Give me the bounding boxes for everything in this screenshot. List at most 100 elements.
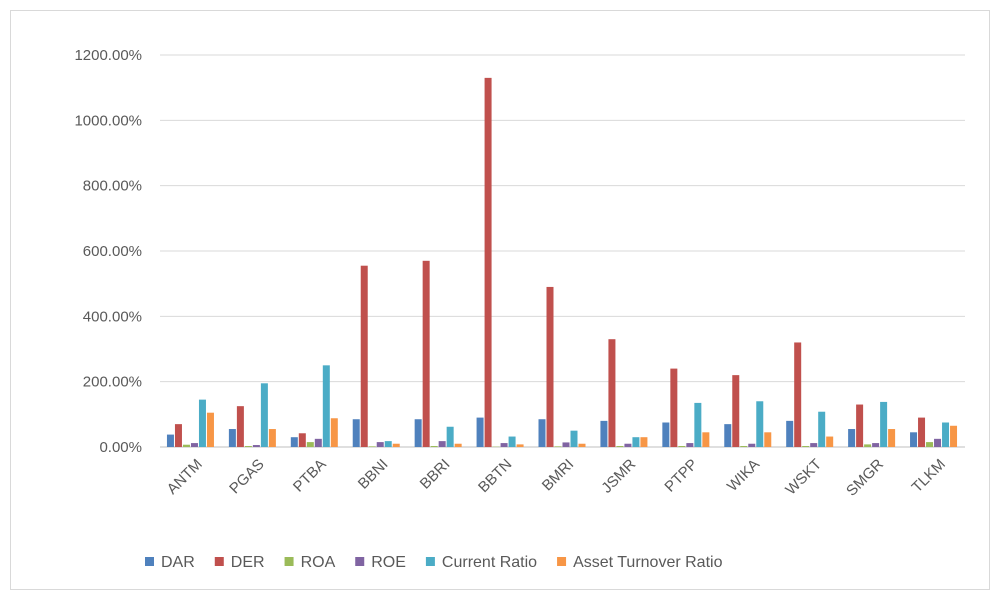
bar-roa (740, 446, 748, 447)
x-tick-label: ANTM (164, 456, 206, 498)
bar-asset-turnover-ratio (206, 412, 214, 447)
legend-item: ROE (355, 554, 406, 571)
bar-dar (414, 419, 422, 447)
bar-roa (678, 446, 686, 447)
bar-current-ratio (694, 402, 702, 447)
bar-der (670, 368, 678, 447)
bar-der (174, 424, 182, 447)
legend-label: Asset Turnover Ratio (573, 554, 723, 571)
x-axis: ANTM PGAS PTBA BBNI BBRI BBTN BMRI JSMR PTPP WIKA… (164, 456, 949, 500)
legend-label: DER (231, 554, 265, 571)
bar-roe (686, 443, 694, 447)
legend-label: DAR (161, 554, 195, 571)
bar-der (794, 342, 802, 447)
legend-swatch (284, 557, 294, 566)
bar-roe (934, 438, 942, 447)
y-axis: 0.00% 200.00% 400.00% 600.00% 800.00% 1000.00… (74, 47, 142, 456)
bar-roe (872, 443, 880, 447)
bar-roe (562, 442, 570, 447)
bar-asset-turnover-ratio (268, 429, 276, 447)
x-tick-label: WIKA (724, 456, 763, 495)
bar-current-ratio (508, 436, 516, 447)
bar-roe (500, 443, 508, 447)
bar-dar (786, 420, 794, 447)
bar-dar (848, 429, 856, 447)
bar-der (422, 260, 430, 447)
legend-swatch (145, 557, 154, 566)
bar-der (298, 433, 306, 447)
x-tick-label: TLKM (909, 456, 949, 496)
chart-frame (10, 10, 990, 590)
bar-roa (306, 442, 314, 447)
x-tick-label: PTPP (661, 456, 701, 496)
bar-roe (438, 441, 446, 447)
bar-roe (190, 443, 198, 447)
y-tick-label: 600.00% (83, 243, 142, 260)
bar-asset-turnover-ratio (888, 429, 896, 447)
bar-roe (252, 445, 260, 447)
bar-der (608, 339, 616, 447)
bar-roa (864, 444, 872, 447)
bar-dar (228, 429, 236, 447)
bar-dar (290, 437, 298, 447)
bar-roa (926, 442, 934, 447)
legend-item: Asset Turnover Ratio (557, 554, 723, 571)
bar-der (546, 286, 554, 447)
bar-der (360, 265, 368, 447)
x-tick-label: BMRI (539, 456, 578, 495)
legend-label: ROE (371, 554, 406, 571)
bar-dar (662, 422, 670, 447)
bar-current-ratio (818, 411, 826, 447)
legend-label: Current Ratio (442, 554, 537, 571)
bar-roe (314, 438, 322, 447)
x-tick-label: BBRI (417, 456, 454, 493)
y-tick-label: 200.00% (83, 374, 142, 391)
bar-asset-turnover-ratio (454, 443, 462, 447)
bar-current-ratio (632, 437, 640, 447)
bar-roa (430, 446, 438, 447)
bar-der (856, 404, 864, 447)
legend-swatch (355, 557, 365, 566)
x-tick-label: PGAS (226, 456, 267, 497)
bar-roa (554, 446, 562, 447)
x-tick-label: BBTN (475, 456, 515, 496)
bar-current-ratio (942, 422, 950, 447)
bar-asset-turnover-ratio (640, 437, 648, 447)
bar-current-ratio (260, 383, 268, 447)
y-tick-label: 800.00% (83, 178, 142, 195)
x-tick-label: SMGR (843, 456, 887, 500)
legend-swatch (214, 557, 224, 566)
y-tick-label: 1000.00% (74, 112, 142, 129)
bar-current-ratio (570, 430, 578, 447)
bar-asset-turnover-ratio (950, 425, 958, 447)
bar-current-ratio (322, 365, 330, 447)
y-tick-label: 0.00% (99, 439, 142, 456)
bar-roa (802, 446, 810, 447)
legend-item: DER (214, 554, 265, 571)
bar-dar (910, 432, 918, 447)
bar-roa (616, 446, 624, 447)
y-tick-label: 1200.00% (74, 47, 142, 64)
bar-asset-turnover-ratio (392, 443, 400, 447)
bar-roa (182, 444, 190, 447)
bar-current-ratio (880, 401, 888, 447)
bar-dar (476, 417, 484, 447)
x-tick-label: WSKT (782, 456, 825, 499)
bar-dar (724, 424, 732, 447)
y-tick-label: 400.00% (83, 308, 142, 325)
bar-asset-turnover-ratio (702, 432, 710, 447)
bar-der (236, 406, 244, 447)
bar-der (484, 77, 492, 447)
x-tick-label: BBNI (355, 456, 392, 493)
bar-current-ratio (198, 399, 206, 447)
bar-der (732, 375, 740, 447)
bar-der (918, 417, 926, 447)
bar-asset-turnover-ratio (826, 436, 834, 447)
bar-roe (748, 443, 756, 447)
bar-roa (244, 446, 252, 447)
bar-asset-turnover-ratio (764, 432, 772, 447)
bar-dar (538, 419, 546, 447)
legend-item: Current Ratio (425, 554, 537, 571)
bar-dar (352, 419, 360, 447)
legend-item: ROA (284, 554, 336, 571)
